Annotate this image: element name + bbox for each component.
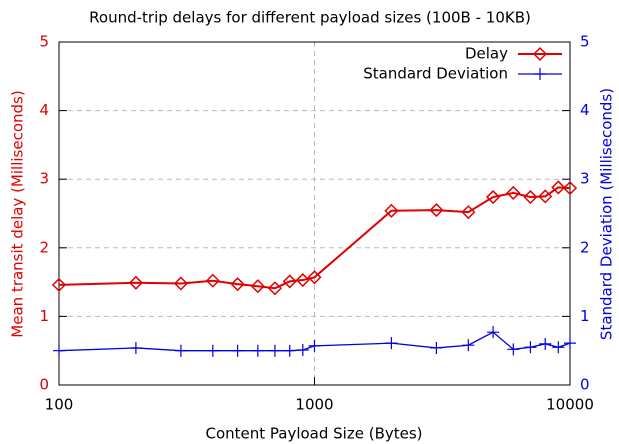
- marker: [538, 189, 553, 204]
- marker: [267, 281, 282, 296]
- marker: [385, 337, 398, 350]
- marker: [523, 189, 538, 205]
- x-axis-label: Content Payload Size (Bytes): [205, 425, 422, 443]
- marker: [462, 339, 475, 352]
- marker: [173, 276, 188, 291]
- y-tick-label: 4: [39, 101, 49, 119]
- y-tick-label: 1: [39, 307, 49, 325]
- x-tick-label: 100: [45, 396, 74, 414]
- y2-tick-label: 1: [580, 307, 590, 325]
- marker: [524, 341, 537, 354]
- y2-tick-label: 3: [580, 170, 590, 188]
- plot-frame: [58, 41, 571, 386]
- marker: [551, 180, 566, 195]
- marker: [53, 344, 65, 357]
- marker: [384, 203, 399, 218]
- marker: [486, 189, 501, 205]
- y2-tick-label: 2: [580, 238, 590, 256]
- y-axis-label: Mean transit delay (Milliseconds): [9, 90, 27, 337]
- marker: [562, 181, 578, 196]
- y-tick-label: 2: [39, 238, 49, 256]
- x-tick-label: 10000: [546, 396, 594, 414]
- marker: [205, 273, 220, 288]
- marker: [539, 337, 552, 350]
- marker: [206, 344, 219, 357]
- marker: [251, 344, 264, 357]
- marker: [461, 205, 476, 220]
- marker: [534, 68, 546, 80]
- marker: [250, 279, 265, 294]
- y-tick-label: 0: [39, 376, 49, 394]
- marker: [487, 326, 500, 339]
- marker: [308, 339, 321, 352]
- marker: [307, 270, 322, 285]
- x-tick-label: 1000: [295, 396, 333, 414]
- legend-label: Delay: [465, 45, 508, 63]
- marker: [268, 344, 281, 357]
- marker: [129, 341, 142, 354]
- marker: [231, 344, 244, 357]
- marker: [283, 344, 296, 357]
- marker: [51, 277, 67, 292]
- marker: [230, 277, 245, 292]
- series-line: [58, 186, 571, 290]
- marker: [552, 341, 565, 354]
- marker: [174, 344, 187, 357]
- y-tick-label: 3: [39, 170, 49, 188]
- marker: [564, 337, 576, 350]
- legend-label: Standard Deviation: [363, 65, 508, 83]
- y2-tick-label: 4: [580, 101, 590, 119]
- marker: [532, 46, 548, 62]
- marker: [282, 274, 297, 289]
- y2-tick-label: 0: [580, 376, 590, 394]
- marker: [128, 275, 143, 290]
- marker: [296, 344, 309, 357]
- y-tick-label: 5: [39, 33, 49, 51]
- marker: [429, 203, 444, 218]
- marker: [430, 341, 443, 354]
- marker: [295, 272, 310, 288]
- marker: [507, 343, 520, 356]
- y2-axis-label: Standard Deviation (Milliseconds): [598, 88, 616, 340]
- chart-title: Round-trip delays for different payload …: [89, 9, 531, 27]
- y2-tick-label: 5: [580, 33, 590, 51]
- marker: [506, 185, 521, 200]
